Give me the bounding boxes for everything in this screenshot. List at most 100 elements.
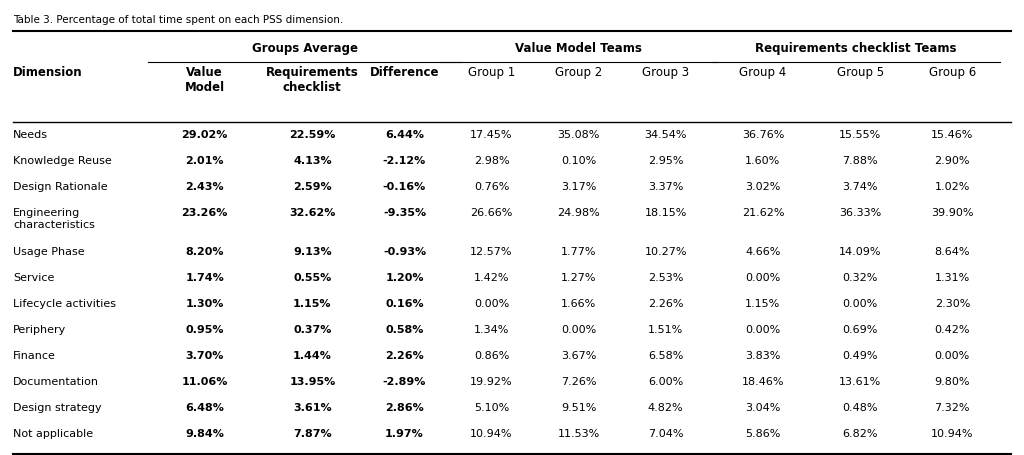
- Text: 29.02%: 29.02%: [181, 130, 228, 140]
- Text: 1.02%: 1.02%: [935, 182, 970, 192]
- Text: 3.74%: 3.74%: [843, 182, 878, 192]
- Text: -0.93%: -0.93%: [383, 246, 426, 256]
- Text: Needs: Needs: [13, 130, 48, 140]
- Text: 2.86%: 2.86%: [385, 402, 424, 412]
- Text: Service: Service: [13, 272, 54, 282]
- Text: Finance: Finance: [13, 350, 56, 360]
- Text: Group 4: Group 4: [739, 66, 786, 79]
- Text: -2.89%: -2.89%: [383, 376, 426, 386]
- Text: 1.15%: 1.15%: [293, 298, 332, 308]
- Text: 0.00%: 0.00%: [561, 324, 596, 334]
- Text: Usage Phase: Usage Phase: [13, 246, 85, 256]
- Text: 0.58%: 0.58%: [385, 324, 424, 334]
- Text: Value
Model: Value Model: [184, 66, 225, 94]
- Text: 0.86%: 0.86%: [474, 350, 509, 360]
- Text: 3.67%: 3.67%: [561, 350, 596, 360]
- Text: 0.42%: 0.42%: [935, 324, 970, 334]
- Text: 2.43%: 2.43%: [185, 182, 224, 192]
- Text: 3.70%: 3.70%: [185, 350, 224, 360]
- Text: 5.10%: 5.10%: [474, 402, 509, 412]
- Text: 19.92%: 19.92%: [470, 376, 513, 386]
- Text: 34.54%: 34.54%: [644, 130, 687, 140]
- Text: Group 2: Group 2: [555, 66, 602, 79]
- Text: 0.16%: 0.16%: [385, 298, 424, 308]
- Text: 8.64%: 8.64%: [935, 246, 970, 256]
- Text: 1.51%: 1.51%: [648, 324, 683, 334]
- Text: Requirements checklist Teams: Requirements checklist Teams: [756, 42, 956, 55]
- Text: 0.69%: 0.69%: [843, 324, 878, 334]
- Text: 1.20%: 1.20%: [385, 272, 424, 282]
- Text: 0.00%: 0.00%: [745, 324, 780, 334]
- Text: 24.98%: 24.98%: [557, 207, 600, 217]
- Text: 39.90%: 39.90%: [931, 207, 974, 217]
- Text: 21.62%: 21.62%: [741, 207, 784, 217]
- Text: 0.37%: 0.37%: [293, 324, 332, 334]
- Text: 2.26%: 2.26%: [385, 350, 424, 360]
- Text: 0.95%: 0.95%: [185, 324, 224, 334]
- Text: 9.13%: 9.13%: [293, 246, 332, 256]
- Text: 0.55%: 0.55%: [293, 272, 332, 282]
- Text: 2.30%: 2.30%: [935, 298, 970, 308]
- Text: 12.57%: 12.57%: [470, 246, 513, 256]
- Text: 1.27%: 1.27%: [561, 272, 596, 282]
- Text: 0.00%: 0.00%: [843, 298, 878, 308]
- Text: 0.49%: 0.49%: [843, 350, 878, 360]
- Text: 6.44%: 6.44%: [385, 130, 424, 140]
- Text: Lifecycle activities: Lifecycle activities: [13, 298, 117, 308]
- Text: 6.82%: 6.82%: [843, 428, 878, 438]
- Text: 18.46%: 18.46%: [741, 376, 784, 386]
- Text: Periphery: Periphery: [13, 324, 67, 334]
- Text: Group 5: Group 5: [837, 66, 884, 79]
- Text: 0.00%: 0.00%: [745, 272, 780, 282]
- Text: 1.74%: 1.74%: [185, 272, 224, 282]
- Text: Documentation: Documentation: [13, 376, 99, 386]
- Text: 26.66%: 26.66%: [470, 207, 513, 217]
- Text: 3.37%: 3.37%: [648, 182, 683, 192]
- Text: 1.31%: 1.31%: [935, 272, 970, 282]
- Text: 1.97%: 1.97%: [385, 428, 424, 438]
- Text: 2.01%: 2.01%: [185, 156, 224, 166]
- Text: 2.90%: 2.90%: [935, 156, 970, 166]
- Text: 3.04%: 3.04%: [745, 402, 780, 412]
- Text: 3.02%: 3.02%: [745, 182, 780, 192]
- Text: 2.26%: 2.26%: [648, 298, 683, 308]
- Text: 2.95%: 2.95%: [648, 156, 683, 166]
- Text: 1.15%: 1.15%: [745, 298, 780, 308]
- Text: 3.83%: 3.83%: [745, 350, 780, 360]
- Text: 4.82%: 4.82%: [648, 402, 683, 412]
- Text: 7.87%: 7.87%: [293, 428, 332, 438]
- Text: Design Rationale: Design Rationale: [13, 182, 108, 192]
- Text: 4.66%: 4.66%: [745, 246, 780, 256]
- Text: Group 3: Group 3: [642, 66, 689, 79]
- Text: Group 6: Group 6: [929, 66, 976, 79]
- Text: 4.13%: 4.13%: [293, 156, 332, 166]
- Text: 11.06%: 11.06%: [181, 376, 228, 386]
- Text: 23.26%: 23.26%: [181, 207, 228, 217]
- Text: 15.55%: 15.55%: [839, 130, 882, 140]
- Text: 2.98%: 2.98%: [474, 156, 509, 166]
- Text: 1.66%: 1.66%: [561, 298, 596, 308]
- Text: Group 1: Group 1: [468, 66, 515, 79]
- Text: 0.32%: 0.32%: [843, 272, 878, 282]
- Text: Groups Average: Groups Average: [252, 42, 357, 55]
- Text: Table 3. Percentage of total time spent on each PSS dimension.: Table 3. Percentage of total time spent …: [13, 15, 344, 25]
- Text: 0.76%: 0.76%: [474, 182, 509, 192]
- Text: 10.94%: 10.94%: [931, 428, 974, 438]
- Text: 36.33%: 36.33%: [839, 207, 882, 217]
- Text: 7.88%: 7.88%: [843, 156, 878, 166]
- Text: 36.76%: 36.76%: [741, 130, 784, 140]
- Text: 3.17%: 3.17%: [561, 182, 596, 192]
- Text: 13.61%: 13.61%: [839, 376, 882, 386]
- Text: 2.53%: 2.53%: [648, 272, 683, 282]
- Text: 1.44%: 1.44%: [293, 350, 332, 360]
- Text: 6.00%: 6.00%: [648, 376, 683, 386]
- Text: 11.53%: 11.53%: [557, 428, 600, 438]
- Text: 35.08%: 35.08%: [557, 130, 600, 140]
- Text: Design strategy: Design strategy: [13, 402, 102, 412]
- Text: 10.27%: 10.27%: [644, 246, 687, 256]
- Text: 9.84%: 9.84%: [185, 428, 224, 438]
- Text: -9.35%: -9.35%: [383, 207, 426, 217]
- Text: Knowledge Reuse: Knowledge Reuse: [13, 156, 112, 166]
- Text: 5.86%: 5.86%: [745, 428, 780, 438]
- Text: Requirements
checklist: Requirements checklist: [266, 66, 358, 94]
